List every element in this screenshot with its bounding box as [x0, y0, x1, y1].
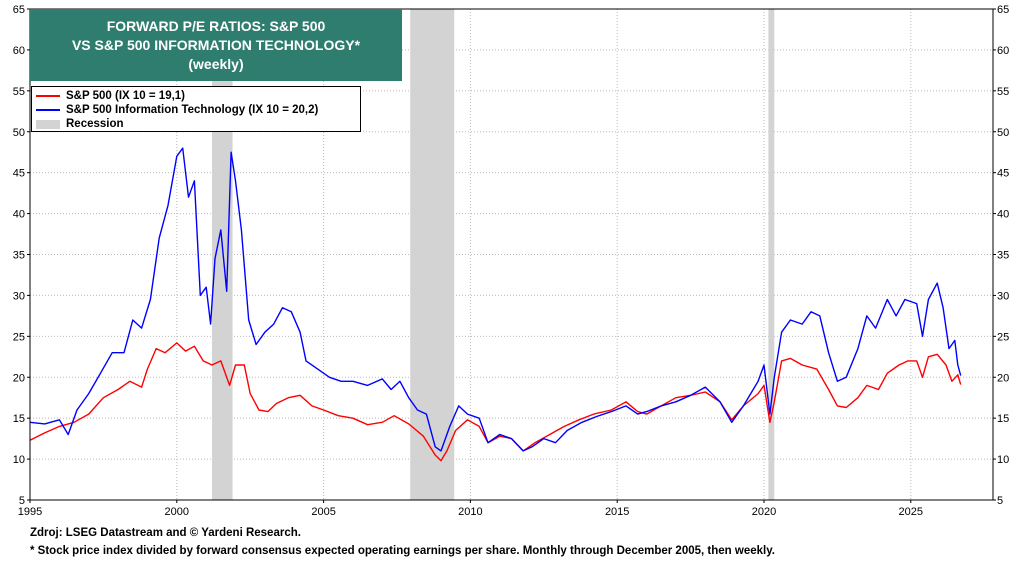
legend: S&P 500 (IX 10 = 19,1) S&P 500 Informati… [31, 86, 361, 132]
y-tick-label-left: 15 [13, 413, 25, 425]
y-tick-label-left: 55 [13, 86, 25, 98]
y-tick-label-left: 65 [13, 4, 25, 16]
source-note: Zdroj: LSEG Datastream and © Yardeni Res… [30, 527, 301, 539]
y-tick-label-left: 45 [13, 168, 25, 180]
x-tick-label: 2020 [752, 506, 776, 518]
recession-bands [212, 9, 775, 500]
x-tick-label: 2015 [605, 506, 629, 518]
y-tick-label-left: 25 [13, 331, 25, 343]
legend-item-recession: Recession [36, 117, 360, 131]
recession-band [410, 9, 455, 500]
y-tick-label-right: 30 [997, 290, 1009, 302]
y-tick-label-left: 5 [19, 495, 25, 507]
y-tick-label-left: 10 [13, 454, 25, 466]
y-tick-label-right: 60 [997, 45, 1009, 57]
y-tick-label-right: 55 [997, 86, 1009, 98]
x-tick-label: 2010 [458, 506, 482, 518]
x-tick-label: 1995 [18, 506, 42, 518]
series-line-it [29, 147, 962, 452]
y-tick-label-right: 50 [997, 127, 1009, 139]
y-tick-label-right: 45 [997, 168, 1009, 180]
series-line-sp500 [29, 342, 962, 462]
y-tick-label-left: 35 [13, 250, 25, 262]
title-line-2: VS S&P 500 INFORMATION TECHNOLOGY* [71, 37, 361, 53]
y-tick-label-right: 35 [997, 250, 1009, 262]
y-tick-label-right: 65 [997, 4, 1009, 16]
legend-swatch-recession [36, 119, 60, 129]
footnote: * Stock price index divided by forward c… [30, 545, 775, 557]
legend-item-sp500: S&P 500 (IX 10 = 19,1) [36, 89, 360, 103]
y-tick-label-left: 40 [13, 209, 25, 221]
x-tick-label: 2000 [165, 506, 189, 518]
x-tick-label: 2005 [311, 506, 335, 518]
series-lines [29, 147, 962, 462]
chart-title: FORWARD P/E RATIOS: S&P 500 VS S&P 500 I… [30, 9, 402, 81]
y-tick-label-left: 20 [13, 372, 25, 384]
y-tick-label-left: 60 [13, 45, 25, 57]
y-tick-label-left: 30 [13, 290, 25, 302]
legend-label-recession: Recession [66, 118, 124, 130]
y-tick-label-right: 20 [997, 372, 1009, 384]
x-tick-label: 2025 [899, 506, 923, 518]
recession-band [212, 9, 233, 500]
y-tick-label-right: 25 [997, 331, 1009, 343]
y-tick-label-right: 10 [997, 454, 1009, 466]
legend-label-sp500: S&P 500 (IX 10 = 19,1) [66, 90, 186, 102]
legend-item-it: S&P 500 Information Technology (IX 10 = … [36, 103, 360, 117]
recession-band [768, 9, 775, 500]
legend-swatch-sp500 [36, 95, 60, 97]
y-tick-label-right: 40 [997, 209, 1009, 221]
y-tick-label-left: 50 [13, 127, 25, 139]
title-line-3: (weekly) [188, 56, 244, 72]
y-tick-label-right: 15 [997, 413, 1009, 425]
legend-label-it: S&P 500 Information Technology (IX 10 = … [66, 104, 319, 116]
legend-swatch-it [36, 109, 60, 111]
y-tick-label-right: 5 [997, 495, 1003, 507]
title-line-1: FORWARD P/E RATIOS: S&P 500 [106, 18, 326, 34]
grid [30, 9, 993, 500]
